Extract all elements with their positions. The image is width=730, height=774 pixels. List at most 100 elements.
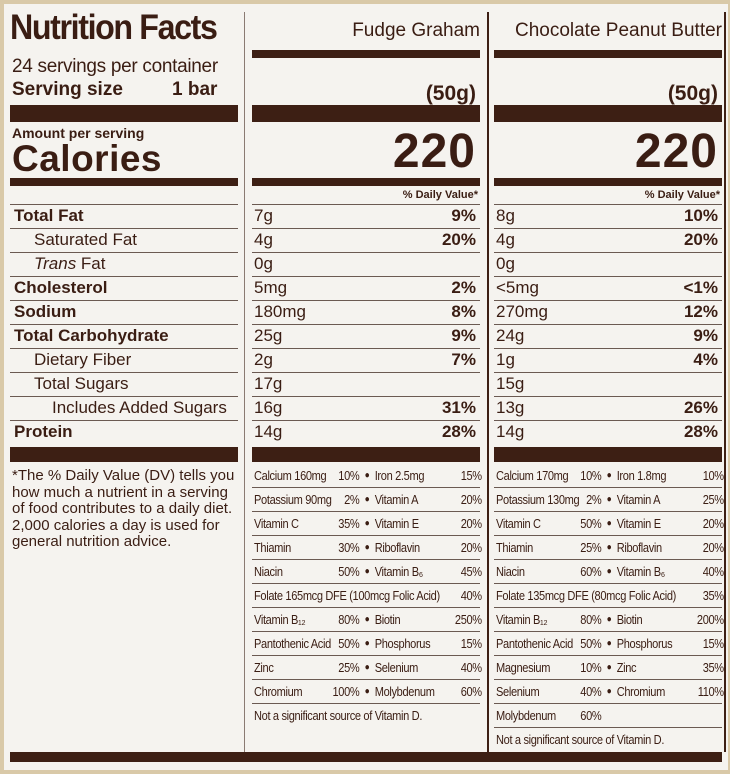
vitamin-name: Thiamin <box>254 539 291 555</box>
vitamin-row: Niacin 50% ● Vitamin B₆ 45% <box>254 562 482 580</box>
row-divider <box>10 420 238 421</box>
bullet-icon: ● <box>606 637 612 649</box>
vitamin-name: Calcium 170mg <box>496 467 569 483</box>
servings-per-container: 24 servings per container <box>12 56 218 77</box>
vitamin-row-divider <box>252 655 480 656</box>
vitamin-daily-value: 50% <box>338 635 360 651</box>
vitamin-daily-value: 80% <box>338 611 360 627</box>
bullet-icon: ● <box>606 493 612 505</box>
daily-value-header: % Daily Value* <box>644 189 720 201</box>
bullet-icon: ● <box>606 613 612 625</box>
row-divider <box>252 348 480 349</box>
vitamin-row: Potassium 130mg 2% ● Vitamin A 25% <box>496 490 724 508</box>
vitamin-daily-value: 15% <box>460 635 482 651</box>
vitamin-row-divider <box>494 703 722 704</box>
vitamin-name: Zinc <box>254 659 274 675</box>
bullet-icon: ● <box>606 661 612 673</box>
vitamin-row-divider <box>252 703 480 704</box>
vitamin-row-divider <box>252 607 480 608</box>
vitamin-right: Vitamin E 20% <box>617 516 724 531</box>
medium-divider <box>252 178 480 186</box>
vitamin-name: Iron 1.8mg <box>616 467 667 483</box>
bullet-icon: ● <box>364 613 370 625</box>
row-divider <box>252 300 480 301</box>
vitamin-full-row: Folate 135mcg DFE (80mcg Folic Acid) 35% <box>496 588 724 603</box>
bullet-icon: ● <box>364 541 370 553</box>
vitamin-right: Selenium 40% <box>375 660 482 675</box>
nutrient-amount: 2g <box>254 350 273 369</box>
vitamin-daily-value: 40% <box>460 587 482 603</box>
nutrient-daily-value: 2% <box>451 278 476 297</box>
vitamin-left: Niacin 50% <box>254 563 360 579</box>
thick-divider <box>252 105 480 122</box>
vitamin-left: Magnesium 10% <box>496 659 602 675</box>
thick-divider <box>10 447 238 462</box>
vitamin-row: Pantothenic Acid 50% ● Phosphorus 15% <box>496 634 724 652</box>
vitamin-row: Vitamin C 35% ● Vitamin E 20% <box>254 514 482 532</box>
vitamin-row-divider <box>494 631 722 632</box>
column-separator <box>244 12 245 752</box>
vitamin-name: Folate 165mcg DFE (100mcg Folic Acid) <box>254 587 440 603</box>
serving-grams: (50g) <box>425 82 476 105</box>
medium-divider <box>494 178 722 186</box>
row-divider <box>10 372 238 373</box>
row-divider <box>252 204 480 205</box>
vitamin-left: Pantothenic Acid 50% <box>496 636 602 651</box>
vitamin-right: Riboflavin 20% <box>617 540 724 555</box>
vitamin-daily-value: 2% <box>344 491 360 507</box>
vitamin-left: Thiamin 30% <box>254 539 360 555</box>
vitamin-daily-value: 25% <box>580 539 602 555</box>
vitamin-name: Pantothenic Acid <box>254 635 331 651</box>
vitamin-d-note-row: Not a significant source of Vitamin D. <box>496 730 724 748</box>
vitamin-name: Zinc <box>616 659 637 675</box>
vitamin-row: Potassium 90mg 2% ● Vitamin A 20% <box>254 490 482 508</box>
vitamin-daily-value: 40% <box>702 563 724 579</box>
vitamin-d-note: Not a significant source of Vitamin D. <box>254 707 423 723</box>
vitamin-name: Iron 2.5mg <box>374 467 425 483</box>
vitamin-right: Biotin 200% <box>617 612 724 627</box>
vitamin-daily-value: 10% <box>338 467 360 483</box>
vitamin-daily-value: 80% <box>580 611 602 627</box>
row-divider <box>252 372 480 373</box>
vitamin-daily-value: 20% <box>702 515 724 531</box>
vitamin-d-note: Not a significant source of Vitamin D. <box>496 731 665 747</box>
vitamin-left: Niacin 60% <box>496 564 602 579</box>
column-product-name: Fudge Graham <box>352 20 480 41</box>
row-divider <box>10 348 238 349</box>
row-divider <box>10 300 238 301</box>
column-product-name: Chocolate Peanut Butter <box>514 20 722 41</box>
vitamin-right: Iron 1.8mg 10% <box>617 468 724 483</box>
label-title: Nutrition Facts <box>10 8 218 47</box>
vitamin-left: Vitamin B₁₂ 80% <box>254 611 360 627</box>
bullet-icon: ● <box>364 661 370 673</box>
row-divider <box>252 276 480 277</box>
nutrient-amount: 15g <box>496 374 525 393</box>
vitamin-row: Pantothenic Acid 50% ● Phosphorus 15% <box>254 634 482 652</box>
serving-grams: (50g) <box>667 82 718 105</box>
daily-value-footnote: *The % Daily Value (DV) tells you how mu… <box>12 467 235 550</box>
vitamin-row: Calcium 160mg 10% ● Iron 2.5mg 15% <box>254 466 482 484</box>
row-divider <box>494 204 722 205</box>
vitamin-name: Magnesium <box>496 659 551 675</box>
vitamin-row: Selenium 40% ● Chromium 110% <box>496 682 724 700</box>
vitamin-left: Thiamin 25% <box>496 539 602 555</box>
bullet-icon: ● <box>606 517 612 529</box>
serving-size-label: Serving size <box>12 79 123 100</box>
vitamin-right: Molybdenum 60% <box>375 684 482 699</box>
vitamin-row-divider <box>494 559 722 560</box>
vitamin-name: Chromium <box>616 683 666 699</box>
nutrient-amount: 17g <box>254 374 283 393</box>
vitamin-right: Vitamin A 25% <box>617 492 724 507</box>
bullet-icon: ● <box>364 685 370 697</box>
nutrient-amount: <5mg <box>496 278 539 297</box>
nutrient-label: Protein <box>14 422 73 441</box>
vitamin-daily-value: 50% <box>338 563 360 579</box>
nutrient-daily-value: <1% <box>683 278 719 297</box>
nutrient-daily-value: 20% <box>683 230 718 249</box>
vitamin-daily-value: 250% <box>454 611 482 627</box>
bullet-icon: ● <box>364 565 370 577</box>
vitamin-row: Folate 165mcg DFE (100mcg Folic Acid) 40% <box>254 586 482 604</box>
row-divider <box>494 252 722 253</box>
calories-label: Calories <box>12 138 163 179</box>
vitamin-row-divider <box>494 583 722 584</box>
